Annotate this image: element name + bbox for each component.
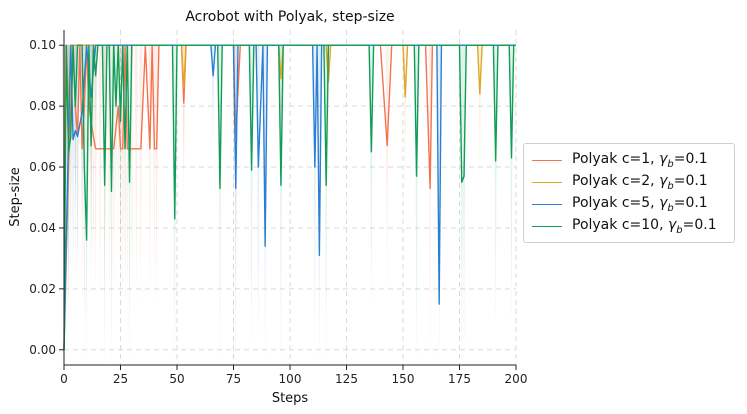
y-tick-label: 0.02 [29,282,56,296]
x-tick-label: 175 [448,372,471,386]
x-tick-label: 200 [505,372,528,386]
x-tick-label: 75 [226,372,241,386]
series-line-4 [63,44,516,350]
y-tick-label: 0.10 [29,38,56,52]
legend-label: Polyak c=10, γb=0.1 [572,216,717,236]
legend-label: Polyak c=2, γb=0.1 [572,172,708,192]
legend-swatch [532,225,562,227]
legend-swatch [532,159,562,161]
x-tick-label: 125 [335,372,358,386]
chart-title: Acrobot with Polyak, step-size [185,9,394,25]
y-tick-label: 0.00 [29,343,56,357]
series-lines [63,44,516,350]
series-band-1 [62,45,432,366]
legend: Polyak c=1, γb=0.1 Polyak c=2, γb=0.1 Poly… [523,143,735,243]
axes: 0 25 50 75 100 125 150 175 200 0.00 0.02 0.04 0.06 0.… [29,30,527,386]
x-tick-label: 150 [392,372,415,386]
legend-item-2: Polyak c=2, γb=0.1 [532,171,726,193]
y-tick-label: 0.08 [29,99,56,113]
x-tick-label: 25 [113,372,128,386]
y-tick-label: 0.06 [29,160,56,174]
legend-item-4: Polyak c=10, γb=0.1 [532,215,726,237]
legend-swatch [532,181,562,183]
legend-item-3: Polyak c=5, γb=0.1 [532,193,726,215]
legend-item-1: Polyak c=1, γb=0.1 [532,149,726,171]
legend-label: Polyak c=1, γb=0.1 [572,150,708,170]
y-tick-label: 0.04 [29,221,56,235]
legend-swatch [532,203,562,205]
variance-bands [62,45,513,366]
legend-label: Polyak c=5, γb=0.1 [572,194,708,214]
x-tick-label: 50 [169,372,184,386]
x-tick-label: 100 [279,372,302,386]
x-tick-label: 0 [60,372,68,386]
x-axis-title: Steps [272,391,309,406]
y-axis-title: Step-size [8,167,23,227]
series-band-4 [62,45,513,366]
